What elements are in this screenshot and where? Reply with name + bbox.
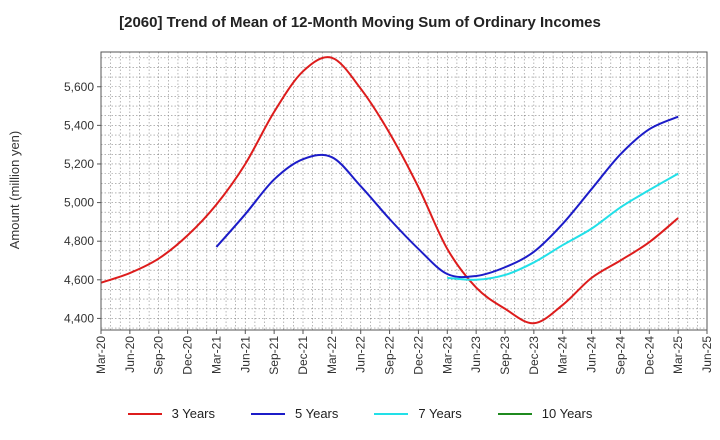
x-tick-label: Mar-23 xyxy=(440,336,454,374)
y-tick-label: 5,600 xyxy=(64,80,94,94)
y-tick-label: 4,400 xyxy=(64,311,94,325)
legend-item-3-years: 3 Years xyxy=(127,406,215,421)
y-tick-label: 5,400 xyxy=(64,118,94,132)
x-tick-label: Sep-20 xyxy=(152,336,166,375)
x-tick-label: Mar-25 xyxy=(671,336,685,374)
x-tick-label: Sep-21 xyxy=(267,336,281,375)
x-tick-label: Jun-21 xyxy=(238,336,252,373)
legend-label: 5 Years xyxy=(295,406,339,421)
series-line-7-years xyxy=(447,172,679,281)
x-tick-label: Sep-22 xyxy=(383,336,397,375)
series-line-5-years xyxy=(215,115,679,279)
x-tick-label: Sep-24 xyxy=(613,336,627,375)
legend-item-5-years: 5 Years xyxy=(251,406,338,421)
series-layer xyxy=(100,56,679,325)
x-tick-label: Jun-25 xyxy=(700,336,714,373)
y-tick-label: 4,600 xyxy=(64,273,94,287)
chart-title: [2060] Trend of Mean of 12-Month Moving … xyxy=(119,14,601,31)
legend-item-7-years: 7 Years xyxy=(374,406,462,421)
x-tick-label: Mar-24 xyxy=(556,336,570,374)
legend-label: 10 Years xyxy=(541,406,593,421)
legend-swatch xyxy=(497,412,532,415)
x-tick-label: Mar-22 xyxy=(325,336,339,374)
y-tick-label: 4,800 xyxy=(64,234,94,248)
series-line-3-years xyxy=(100,56,679,325)
legend-label: 3 Years xyxy=(171,406,215,421)
x-tick-label: Jun-20 xyxy=(123,336,137,373)
legend-swatch xyxy=(251,412,285,415)
legend-swatch xyxy=(374,412,409,415)
x-tick-label: Dec-24 xyxy=(642,336,656,375)
x-tick-label: Mar-20 xyxy=(94,336,108,374)
axis-layer: 4,400 4,600 4,800 5,000 5,200 5,400 5,600 Mar-2… xyxy=(64,80,714,375)
plot-frame xyxy=(100,51,708,331)
x-tick-label: Jun-24 xyxy=(585,336,599,373)
y-axis-label: Amount (million yen) xyxy=(7,131,22,250)
x-tick-label: Dec-21 xyxy=(296,336,310,375)
x-tick-label: Dec-22 xyxy=(411,336,425,375)
x-tick-label: Sep-23 xyxy=(498,336,512,375)
x-tick-label: Jun-23 xyxy=(469,336,483,373)
grid-layer xyxy=(101,52,707,330)
legend: 3 Years 5 Years 7 Years 10 Years xyxy=(0,406,720,421)
legend-item-10-years: 10 Years xyxy=(497,406,593,421)
y-tick-label: 5,200 xyxy=(64,157,94,171)
x-tick-label: Dec-23 xyxy=(527,336,541,375)
legend-label: 7 Years xyxy=(418,406,462,421)
x-tick-label: Dec-20 xyxy=(181,336,195,375)
legend-swatch xyxy=(127,412,162,415)
x-tick-label: Jun-22 xyxy=(354,336,368,373)
y-tick-label: 5,000 xyxy=(64,196,94,210)
x-tick-label: Mar-21 xyxy=(209,336,223,374)
